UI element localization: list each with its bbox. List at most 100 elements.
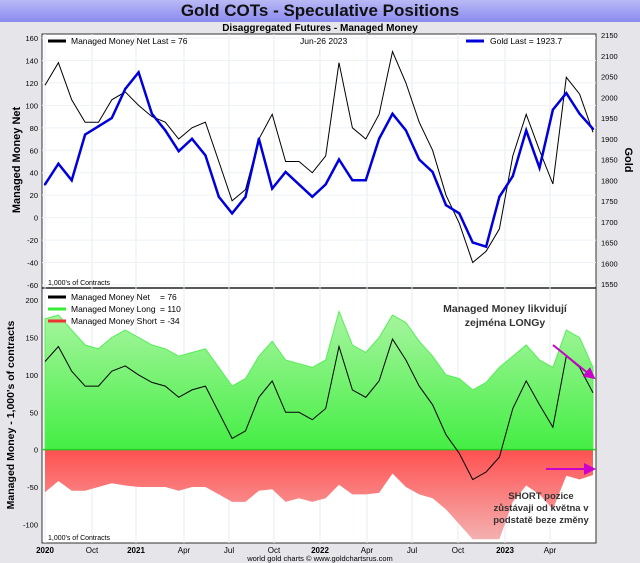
gold-point [97,125,100,128]
gold-point [458,212,461,215]
gold-point [204,154,207,157]
y2-tick-label: 2050 [601,73,618,82]
gold-point [150,112,154,116]
y-tick-label: -20 [27,236,38,245]
gold-point [177,150,180,153]
y-tick-label: 160 [25,34,38,43]
gold-point [137,71,140,74]
y2-tick-label: 1850 [601,156,618,165]
unit-note: 1,000's of Contracts [48,280,111,287]
gold-point [230,212,234,215]
y2-tick-label: 1700 [601,218,618,227]
gold-point [324,183,327,186]
gold-point [217,195,220,199]
gold-point [337,158,341,161]
gold-point [351,179,354,182]
gold-point [511,174,515,178]
y-tick-label: 50 [30,408,38,417]
x-tick-label: Jul [224,546,234,555]
x-tick-label: 2021 [127,546,145,555]
arrow-long [552,344,596,380]
legend-value: = 110 [160,304,181,314]
net-line-bottom [44,337,594,481]
gold-point [110,116,114,120]
subtitle: Disaggregated Futures - Managed Money [222,23,418,34]
y2-tick-label: 1800 [601,176,618,185]
y2-tick-label: 2150 [601,31,618,40]
legend-gold-label: Gold Last = 1923.7 [490,36,562,46]
y-tick-label: 150 [25,334,38,343]
y-tick-label: -50 [27,483,38,492]
gold-point [484,245,488,248]
long-area [44,309,594,451]
y2-tick-label: 1950 [601,114,618,123]
chart-title: Gold COTs - Speculative Positions [0,0,640,22]
gold-point [444,203,448,207]
y-tick-label: 80 [30,124,38,133]
gold-point [123,87,127,91]
gold-point [43,183,47,186]
x-tick-label: 2023 [496,546,514,555]
y-axis-label-bottom: Managed Money - 1,000's of contracts [5,321,17,510]
y-tick-label: -60 [27,281,38,290]
gold-point [364,179,367,182]
short-area [45,449,593,540]
legend-label: Managed Money Long [71,304,156,314]
gold-point [271,187,274,190]
gold-point [377,137,381,140]
gold-point [578,112,581,116]
y-tick-label: 40 [30,169,38,178]
gold-point [244,195,247,199]
legend-value: = -34 [160,316,180,326]
gold-point [391,112,394,116]
x-tick-label: Oct [452,546,465,555]
x-tick-label: 2022 [311,546,329,555]
legend-label: Managed Money Net [71,292,151,302]
footer: world gold charts © www.goldchartsrus.co… [246,554,393,563]
chart-date: Jun-26 2023 [300,36,348,46]
gold-point [418,158,421,161]
y-tick-label: 20 [30,191,38,200]
gold-point [551,108,555,111]
unit-note: 1,000's of Contracts [48,535,111,542]
net-line [44,49,594,264]
y-tick-label: -100 [23,520,38,529]
y2-axis-label: Gold [622,147,634,172]
x-tick-label: Jul [407,546,417,555]
gold-point [311,195,314,199]
y2-tick-label: 1650 [601,239,618,248]
x-tick-label: Apr [178,546,191,555]
gold-point [591,127,595,131]
gold-line [43,69,594,249]
x-tick-label: Apr [544,546,557,555]
gold-point [538,166,541,169]
y2-tick-label: 1600 [601,259,618,268]
y-tick-label: 60 [30,146,38,155]
y-tick-label: 0 [34,214,38,223]
gold-point [498,195,501,199]
gold-point [431,170,434,174]
x-tick-label: 2020 [36,546,54,555]
y-tick-label: 140 [25,56,38,65]
legend-net-label: Managed Money Net Last = 76 [71,36,188,46]
gold-point [257,137,261,140]
y-tick-label: 100 [25,371,38,380]
y2-tick-label: 2000 [601,93,618,102]
annotation-shorts: SHORT pozice zůstávaji od května v podst… [493,491,589,526]
x-tick-label: Oct [86,546,99,555]
gold-point [297,183,301,186]
y-axis-label: Managed Money Net [11,106,23,213]
y2-tick-label: 1550 [601,280,618,289]
y2-tick-label: 1900 [601,135,618,144]
gold-point [57,162,60,165]
legend-label: Managed Money Short [71,316,158,326]
x-tick-label: Apr [361,546,374,555]
gold-point [164,129,167,132]
y2-tick-label: 2100 [601,52,618,61]
y2-tick-label: 1750 [601,197,618,206]
gold-point [524,129,528,132]
y-tick-label: 200 [25,296,38,305]
gold-point [565,91,568,95]
y-tick-label: -40 [27,259,38,268]
